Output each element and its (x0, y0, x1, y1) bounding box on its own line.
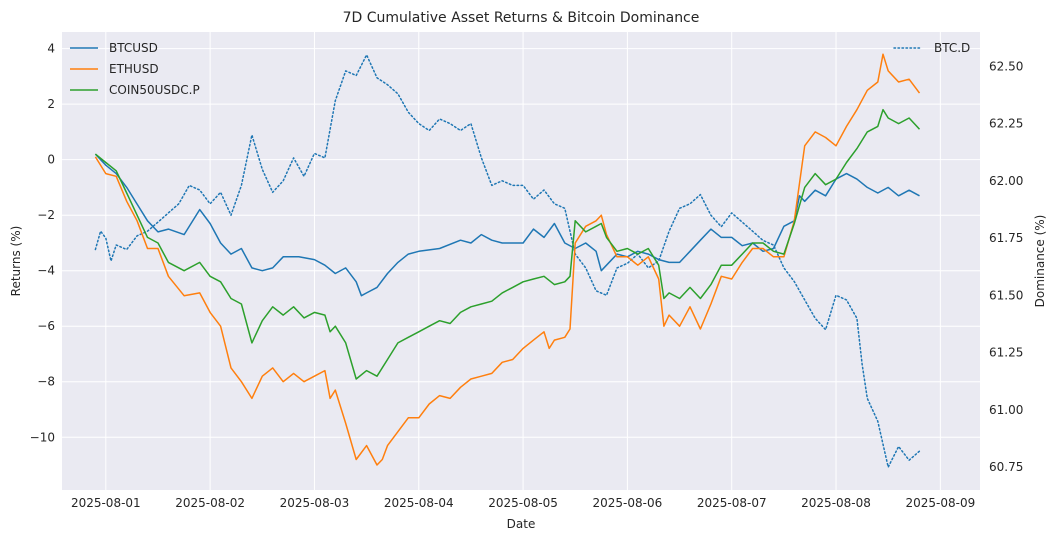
x-tick-labels: 2025-08-01 2025-08-02 2025-08-03 2025-08-04… (71, 496, 975, 510)
y2-tick-label: 61.00 (989, 403, 1023, 417)
y2-tick-label: 62.00 (989, 174, 1023, 188)
series-line-coin50usdc-p (94, 108, 921, 380)
legend-label: ETHUSD (109, 62, 159, 76)
x-tick-label: 2025-08-08 (801, 496, 871, 510)
x-axis-title: Date (507, 517, 536, 531)
y-tick-label: −6 (37, 319, 55, 333)
x-tick-label: 2025-08-02 (175, 496, 245, 510)
y-gridlines (62, 48, 980, 438)
y2-tick-label: 61.25 (989, 346, 1023, 360)
y2-axis-title: Dominance (%) (1033, 215, 1047, 308)
x-tick-label: 2025-08-07 (697, 496, 767, 510)
x-tick-label: 2025-08-01 (71, 496, 141, 510)
series-line-ethusd (94, 53, 921, 466)
x-tick-label: 2025-08-09 (905, 496, 975, 510)
y-axis-title: Returns (%) (9, 226, 23, 297)
series-line-btc-d (94, 54, 921, 468)
y2-tick-label: 62.25 (989, 117, 1023, 131)
x-tick-label: 2025-08-03 (280, 496, 350, 510)
y2-tick-labels: 62.50 62.25 62.00 61.75 61.50 61.25 61.00 60.75 (989, 59, 1023, 474)
plot-area (62, 32, 980, 490)
y-tick-label: −8 (37, 375, 55, 389)
legend-label: BTCUSD (109, 41, 158, 55)
y-tick-label: 2 (47, 97, 55, 111)
legend-label: COIN50USDC.P (109, 83, 200, 97)
legend-label: BTC.D (934, 41, 970, 55)
y-tick-label: 4 (47, 42, 55, 56)
y2-tick-label: 62.50 (989, 59, 1023, 73)
legend-right: BTC.D (893, 41, 970, 55)
legend-left: BTCUSD ETHUSD COIN50USDC.P (70, 41, 200, 97)
x-gridlines (105, 32, 941, 490)
chart-title: 7D Cumulative Asset Returns & Bitcoin Do… (343, 10, 700, 26)
y2-tick-label: 61.50 (989, 288, 1023, 302)
y-tick-label: −4 (37, 264, 55, 278)
y-tick-labels: 4 2 0 −2 −4 −6 −8 −10 (30, 42, 55, 445)
y-tick-label: −10 (30, 430, 55, 444)
x-tick-label: 2025-08-04 (384, 496, 454, 510)
y2-tick-label: 61.75 (989, 231, 1023, 245)
x-tick-label: 2025-08-06 (593, 496, 663, 510)
y-tick-label: −2 (37, 208, 55, 222)
y-tick-label: 0 (47, 153, 55, 167)
y2-tick-label: 60.75 (989, 460, 1023, 474)
series-lines (94, 53, 921, 468)
x-tick-label: 2025-08-05 (488, 496, 558, 510)
